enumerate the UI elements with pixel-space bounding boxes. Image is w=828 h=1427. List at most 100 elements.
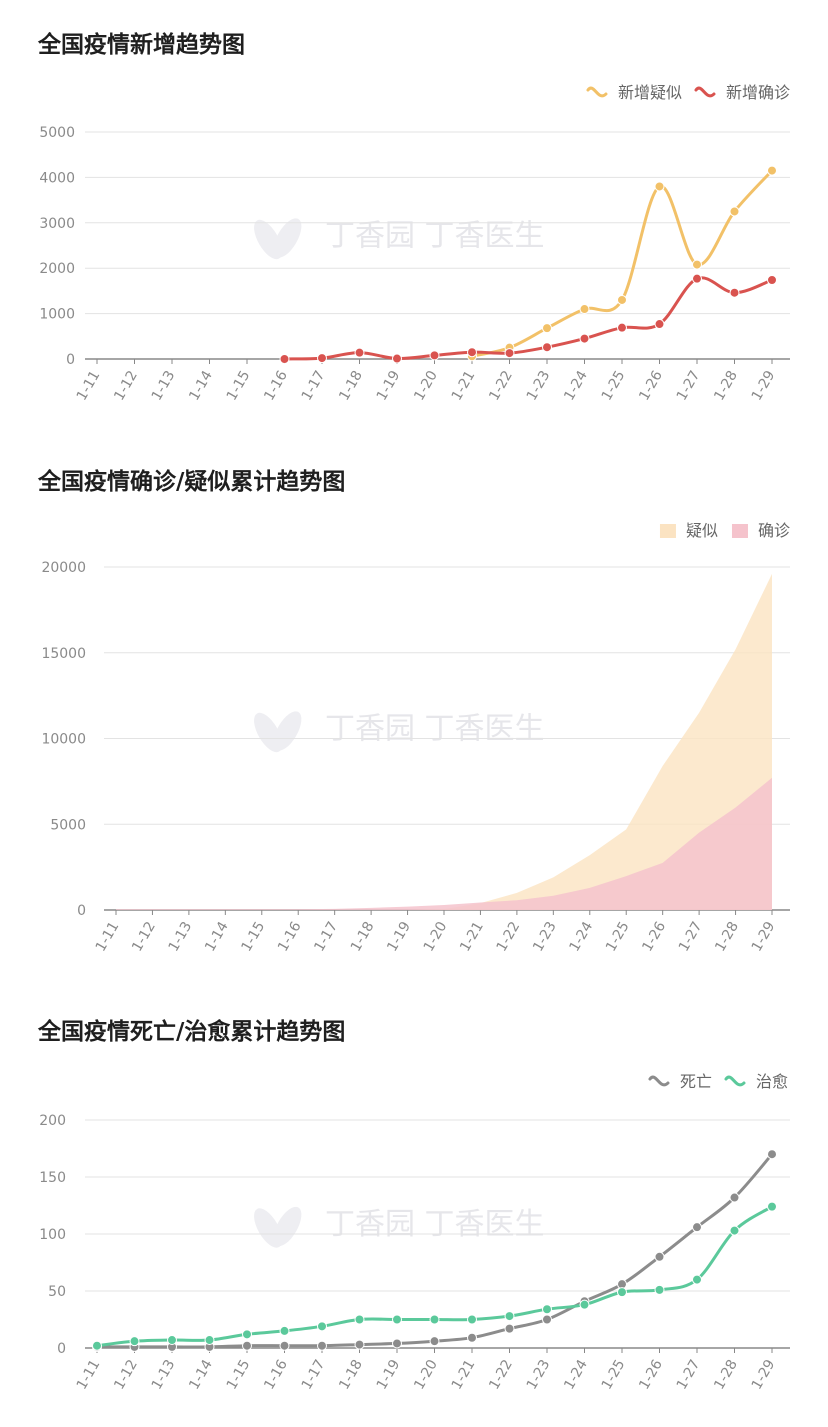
legend-label: 确诊: [758, 521, 790, 540]
watermark: 丁香园 丁香医生: [254, 218, 545, 260]
data-point: [354, 1339, 365, 1350]
data-point: [392, 353, 402, 364]
watermark-leaf-icon: [254, 711, 302, 753]
x-tick-label: 1-16: [275, 919, 305, 955]
line-series-0: [471, 169, 774, 358]
legend-wave-icon: [694, 86, 716, 98]
x-tick-label: 1-14: [202, 919, 232, 955]
data-point: [654, 1251, 665, 1262]
y-tick-label: 10000: [41, 732, 86, 748]
x-tick-label: 1-11: [74, 1357, 104, 1393]
legend-label: 治愈: [756, 1072, 788, 1091]
legend-label: 疑似: [686, 521, 718, 540]
x-tick-label: 1-24: [561, 1357, 591, 1393]
x-tick-label: 1-15: [224, 1357, 254, 1393]
y-tick-label: 0: [66, 352, 75, 368]
data-point: [242, 1329, 252, 1340]
data-point: [429, 1314, 440, 1325]
x-tick-label: 1-18: [336, 368, 366, 404]
legend-swatch: [659, 524, 676, 538]
data-point: [467, 1314, 477, 1325]
data-point: [692, 273, 702, 284]
watermark-text: 丁香园 丁香医生: [325, 712, 545, 747]
data-point: [767, 1201, 777, 1212]
data-point: [204, 1335, 215, 1346]
new-cases-chart: 丁香园 丁香医生 0 1000 2000 3000 4000 5000 1-11 1-12 1-1…: [39, 83, 790, 404]
y-tick-label: 2000: [39, 261, 75, 277]
legend-label: 新增确诊: [726, 83, 790, 102]
data-point: [654, 181, 665, 192]
y-tick-label: 3000: [39, 216, 75, 232]
x-tick-label: 1-17: [299, 368, 329, 404]
data-point: [542, 323, 552, 334]
x-tick-label: 1-29: [749, 919, 779, 955]
data-point: [729, 287, 740, 298]
death-recovered-panel: 全国疫情死亡/治愈累计趋势图 丁香园 丁香医生 0 50 100 150 200 1-11 1…: [0, 995, 828, 1427]
x-tick-label: 1-18: [336, 1357, 366, 1393]
data-point: [542, 1304, 552, 1315]
x-tick-label: 1-26: [636, 1357, 666, 1393]
data-point: [617, 294, 627, 305]
x-tick-label: 1-13: [149, 368, 179, 404]
y-tick-label: 100: [39, 1227, 66, 1243]
y-tick-label: 200: [39, 1113, 66, 1129]
x-tick-label: 1-26: [636, 368, 666, 404]
data-point: [729, 1225, 740, 1236]
legend-label: 死亡: [680, 1072, 712, 1091]
data-point: [392, 1338, 402, 1349]
x-tick-label: 1-14: [186, 368, 216, 404]
y-tick-label: 1000: [39, 307, 75, 323]
y-tick-label: 5000: [50, 817, 86, 833]
data-point: [767, 165, 777, 176]
data-point: [279, 354, 290, 364]
x-tick-label: 1-25: [599, 1357, 629, 1393]
x-tick-label: 1-22: [486, 1357, 516, 1393]
x-tick-label: 1-19: [374, 368, 404, 404]
x-tick-label: 1-29: [749, 368, 779, 404]
data-point: [92, 1340, 102, 1351]
cumulative-confirmed-suspected-panel: 全国疫情确诊/疑似累计趋势图 丁香园 丁香医生 0 5000 10000 15000 20…: [0, 450, 828, 995]
x-tick-label: 1-12: [111, 1357, 141, 1393]
data-point: [429, 1336, 440, 1347]
data-point: [654, 319, 665, 330]
x-tick-label: 1-17: [299, 1357, 329, 1393]
data-point: [129, 1336, 140, 1347]
x-tick-label: 1-24: [566, 919, 596, 955]
x-tick-label: 1-19: [374, 1357, 404, 1393]
legend-label: 新增疑似: [618, 83, 682, 102]
x-tick-label: 1-15: [238, 919, 268, 955]
watermark: 丁香园 丁香医生: [254, 1206, 545, 1248]
y-tick-label: 5000: [39, 125, 75, 141]
x-tick-label: 1-21: [457, 919, 487, 955]
legend-wave-icon: [586, 86, 608, 98]
data-point: [579, 333, 590, 344]
x-tick-label: 1-27: [674, 368, 704, 404]
legend-wave-icon: [724, 1075, 746, 1087]
data-point: [729, 206, 740, 217]
data-point: [692, 1274, 702, 1285]
x-tick-label: 1-27: [674, 1357, 704, 1393]
x-tick-label: 1-22: [486, 368, 516, 404]
data-point: [317, 1321, 327, 1332]
data-point: [354, 347, 365, 358]
watermark-leaf-icon: [254, 1206, 302, 1248]
data-point: [317, 353, 327, 364]
data-point: [542, 342, 552, 353]
x-tick-label: 1-20: [411, 1357, 441, 1393]
chart-title-cumulative: 全国疫情确诊/疑似累计趋势图: [38, 469, 346, 495]
cumulative-area-chart: 丁香园 丁香医生 0 5000 10000 15000 20000 1-11 1-12 1-13…: [41, 521, 790, 955]
data-point: [242, 1340, 252, 1351]
data-point: [729, 1192, 740, 1203]
x-tick-label: 1-22: [494, 919, 524, 955]
x-tick-label: 1-28: [711, 368, 741, 404]
line-series-1: [284, 276, 773, 361]
x-tick-label: 1-16: [261, 1357, 291, 1393]
y-tick-label: 4000: [39, 170, 75, 186]
data-point: [467, 347, 477, 358]
y-tick-label: 150: [39, 1170, 66, 1186]
watermark-text: 丁香园 丁香医生: [325, 219, 545, 254]
x-tick-label: 1-21: [449, 1357, 479, 1393]
area-series-1: [116, 777, 772, 910]
data-point: [692, 1222, 702, 1233]
x-tick-label: 1-24: [561, 368, 591, 404]
